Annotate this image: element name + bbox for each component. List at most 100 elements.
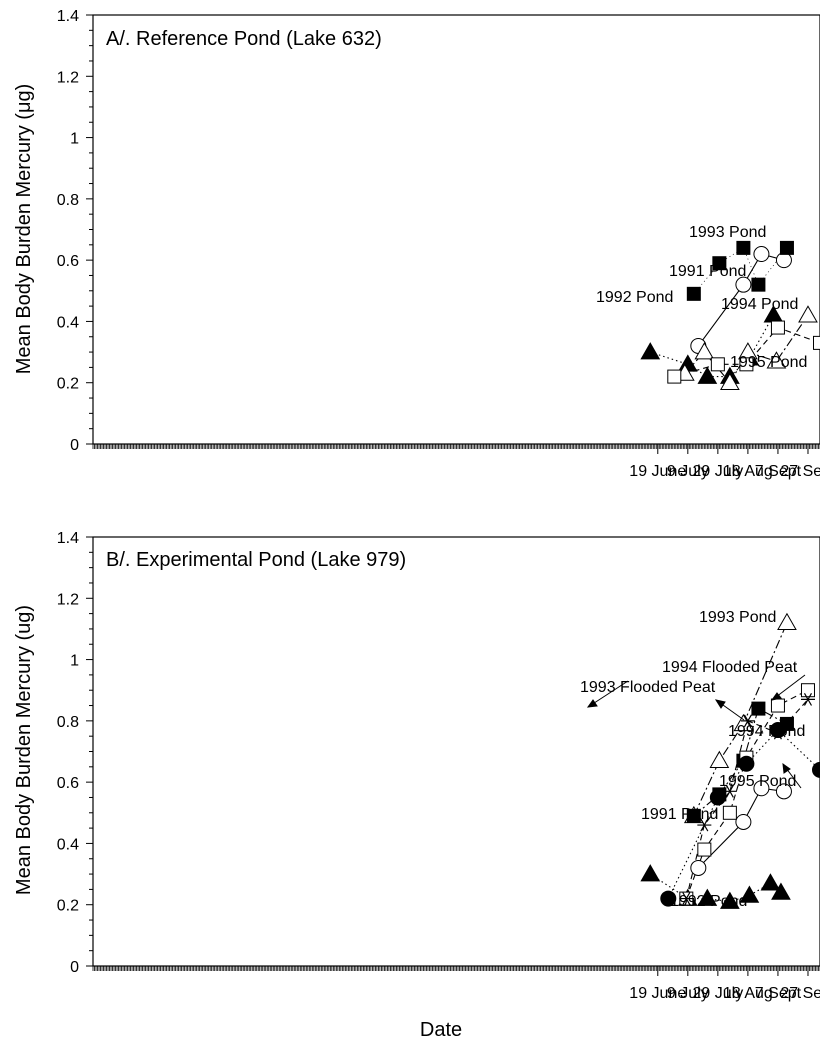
data-point [697,818,712,832]
series-line [697,253,785,347]
data-point [720,372,740,390]
panel-b-label-1994-pond: 1994 Pond [728,723,805,740]
data-point [751,701,766,716]
panel-a: A/. Reference Pond (Lake 632) Mean Body … [13,8,820,480]
data-point [735,276,752,293]
panel-b-label-1992-pond: 1992 Pond [670,893,747,910]
x-axis-label: Date [420,1019,462,1041]
x-tick-label: 7 Sept [755,463,802,480]
x-tick-label: 29 July [693,985,744,1002]
data-point [769,722,786,739]
x-tick-label: 7 Sept [755,985,802,1002]
panel-a-y-axis-label: Mean Body Burden Mercury (μg) [13,84,35,375]
x-tick-label: 18 Aug [723,463,773,480]
leader-1994-flooded-peat-head [770,692,782,701]
data-point [770,698,785,713]
panel-b-label-1993-pond: 1993 Pond [699,609,776,626]
y-tick-label: 1.2 [57,69,79,86]
y-tick-label: 0.2 [57,898,79,915]
data-point [800,683,815,698]
data-point [720,891,740,909]
data-point [686,808,701,823]
leader-1994-pond-head [714,699,726,709]
data-point [770,320,785,335]
data-point [760,873,781,891]
panel-b-annotations: 1993 Pond 1994 Flooded Peat 1993 Flooded… [580,609,805,910]
data-point [813,335,820,350]
panel-b-series-markers [640,612,820,909]
x-tick-label: 29 July [693,463,744,480]
panel-b-y-axis-label: Mean Body Burden Mercury (ug) [13,605,35,895]
data-point [709,750,730,768]
x-tick-label: 27 Sept [780,985,820,1002]
data-point [733,713,754,732]
panel-b-label-1995-pond: 1995 Pond [719,773,796,790]
data-point [775,252,792,269]
data-point [735,813,752,830]
data-point [710,357,725,372]
data-point [738,755,755,772]
data-point [751,277,766,292]
y-tick-label: 0.8 [57,192,79,209]
data-point [686,286,701,301]
data-point [640,864,661,882]
data-point [690,859,707,876]
panel-b-title: B/. Experimental Pond (Lake 979) [106,549,406,571]
panel-a-label-1994-pond: 1994 Pond [721,296,798,313]
y-tick-label: 0 [70,437,79,454]
data-point [798,305,818,323]
y-tick-label: 0.4 [57,836,79,853]
y-tick-label: 0.6 [57,775,79,792]
data-point [739,885,760,903]
data-point [667,369,682,384]
data-point [753,780,770,797]
data-point [694,342,715,360]
series-line [697,787,785,869]
y-tick-label: 1.4 [57,8,79,25]
data-point [697,366,718,384]
y-tick-label: 0.8 [57,714,79,731]
data-point [800,693,815,706]
panel-a-label-1992-pond: 1992 Pond [596,289,673,306]
x-tick-label: 19 June [629,985,686,1002]
x-tick-label: 27 Sept [780,463,820,480]
data-point [709,789,726,806]
leader-1995-pond-head [782,762,791,774]
data-point [722,784,737,798]
panel-b-label-1994-flooded-peat: 1994 Flooded Peat [662,659,798,676]
y-tick-label: 1.2 [57,591,79,608]
x-tick-label: 9 July [667,463,709,480]
y-tick-label: 0.2 [57,376,79,393]
data-point [640,342,661,360]
panel-b: B/. Experimental Pond (Lake 979) Mean Bo… [13,530,820,1002]
data-point [679,892,694,905]
x-tick-label: 19 June [629,463,686,480]
data-point [753,246,770,263]
data-point [697,842,712,857]
series-line [650,315,774,378]
y-tick-label: 1 [70,131,79,148]
series-line [693,622,788,817]
panel-a-label-1995-pond: 1995 Pond [730,354,807,371]
data-point [740,714,755,728]
leader-1993-flooded-peat-head [586,699,598,708]
data-point [771,882,791,900]
panel-b-label-1991-pond: 1991 Pond [641,806,718,823]
panel-a-label-1993-pond: 1993 Pond [689,224,766,241]
data-point [660,890,677,907]
data-point [775,783,792,800]
panel-a-label-1991-pond: 1991 Pond [669,263,746,280]
x-tick-label: 18 Aug [723,985,773,1002]
panel-a-annotations: 1993 Pond 1991 Pond 1992 Pond 1994 Pond … [596,224,807,371]
panel-a-title: A/. Reference Pond (Lake 632) [106,28,382,50]
y-tick-label: 0 [70,959,79,976]
panel-b-label-1993-flooded-peat: 1993 Flooded Peat [580,679,716,696]
y-tick-label: 0.6 [57,253,79,270]
data-point [777,612,797,631]
y-tick-label: 0.4 [57,314,79,331]
data-point [697,888,718,906]
y-tick-label: 1 [70,653,79,670]
data-point [779,240,794,255]
